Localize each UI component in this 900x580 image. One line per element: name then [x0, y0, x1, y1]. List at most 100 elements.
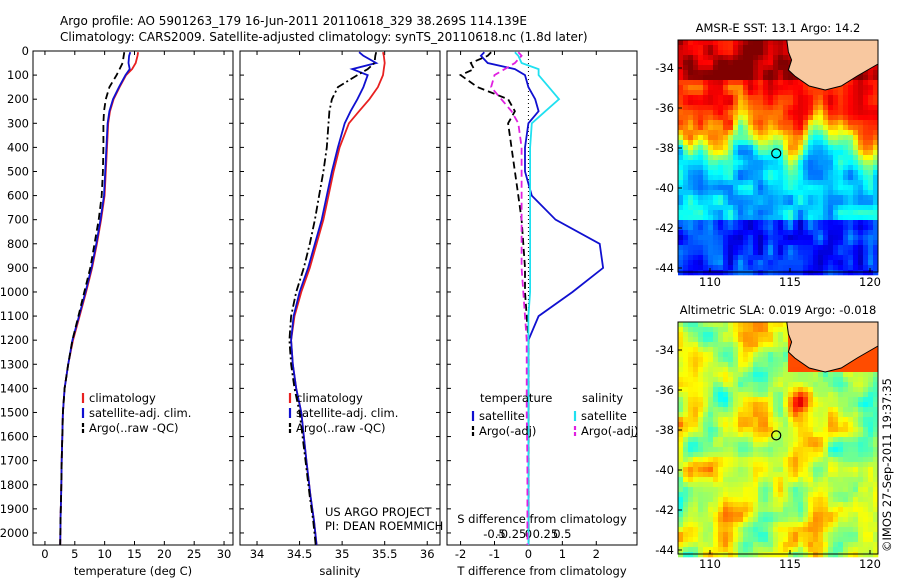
field-cell — [838, 472, 844, 478]
field-cell — [758, 497, 764, 503]
field-cell — [693, 377, 699, 383]
field-cell — [818, 110, 824, 116]
field-cell — [743, 100, 749, 106]
field-cell — [828, 392, 834, 398]
field-cell — [843, 387, 849, 393]
field-cell — [768, 200, 774, 206]
field-cell — [833, 497, 839, 503]
field-cell — [808, 110, 814, 116]
field-cell — [808, 155, 814, 161]
field-cell — [763, 392, 769, 398]
field-cell — [758, 472, 764, 478]
field-cell — [793, 75, 799, 81]
field-cell — [843, 522, 849, 528]
field-cell — [753, 180, 759, 186]
field-cell — [753, 482, 759, 488]
field-cell — [698, 265, 704, 271]
field-cell — [758, 512, 764, 518]
field-cell — [688, 75, 694, 81]
field-cell — [723, 120, 729, 126]
field-cell — [683, 225, 689, 231]
field-cell — [873, 417, 879, 423]
field-cell — [803, 432, 809, 438]
field-cell — [698, 442, 704, 448]
field-cell — [698, 372, 704, 378]
field-cell — [848, 367, 854, 373]
field-cell — [763, 372, 769, 378]
field-cell — [818, 542, 824, 548]
field-cell — [698, 105, 704, 111]
field-cell — [738, 472, 744, 478]
field-cell — [808, 407, 814, 413]
field-cell — [748, 487, 754, 493]
field-cell — [818, 255, 824, 261]
field-cell — [703, 205, 709, 211]
lon-tick-label: 115 — [779, 275, 801, 289]
field-cell — [678, 362, 684, 368]
field-cell — [828, 150, 834, 156]
field-cell — [838, 95, 844, 101]
field-cell — [753, 70, 759, 76]
field-cell — [823, 145, 829, 151]
field-cell — [838, 85, 844, 91]
field-cell — [858, 85, 864, 91]
field-cell — [788, 497, 794, 503]
field-cell — [723, 245, 729, 251]
field-cell — [733, 110, 739, 116]
field-cell — [863, 160, 869, 166]
field-cell — [768, 180, 774, 186]
field-cell — [763, 65, 769, 71]
field-cell — [873, 372, 879, 378]
field-cell — [853, 467, 859, 473]
field-cell — [858, 382, 864, 388]
field-cell — [778, 40, 784, 46]
field-cell — [818, 547, 824, 553]
field-cell — [703, 422, 709, 428]
field-cell — [693, 327, 699, 333]
field-cell — [763, 502, 769, 508]
field-cell — [753, 477, 759, 483]
field-cell — [853, 457, 859, 463]
field-cell — [738, 230, 744, 236]
field-cell — [718, 387, 724, 393]
field-cell — [718, 457, 724, 463]
field-cell — [728, 467, 734, 473]
field-cell — [768, 90, 774, 96]
field-cell — [738, 427, 744, 433]
field-cell — [858, 487, 864, 493]
field-cell — [843, 220, 849, 226]
field-cell — [818, 210, 824, 216]
field-cell — [773, 170, 779, 176]
field-cell — [838, 517, 844, 523]
field-cell — [743, 537, 749, 543]
field-cell — [873, 552, 879, 558]
field-cell — [833, 265, 839, 271]
field-cell — [688, 382, 694, 388]
field-cell — [713, 457, 719, 463]
field-cell — [708, 367, 714, 373]
field-cell — [823, 442, 829, 448]
field-cell — [773, 522, 779, 528]
field-cell — [868, 165, 874, 171]
field-cell — [748, 190, 754, 196]
field-cell — [763, 332, 769, 338]
field-cell — [728, 45, 734, 51]
field-cell — [743, 412, 749, 418]
field-cell — [793, 502, 799, 508]
field-cell — [753, 165, 759, 171]
field-cell — [788, 120, 794, 126]
field-cell — [853, 255, 859, 261]
field-cell — [848, 462, 854, 468]
field-cell — [713, 392, 719, 398]
legend-label: satellite — [479, 409, 525, 423]
field-cell — [833, 130, 839, 136]
depth-tick-label: 1000 — [0, 285, 29, 299]
field-cell — [818, 372, 824, 378]
field-cell — [838, 260, 844, 266]
field-cell — [853, 442, 859, 448]
field-cell — [758, 332, 764, 338]
field-cell — [853, 507, 859, 513]
field-cell — [708, 250, 714, 256]
field-cell — [873, 110, 879, 116]
field-cell — [678, 422, 684, 428]
